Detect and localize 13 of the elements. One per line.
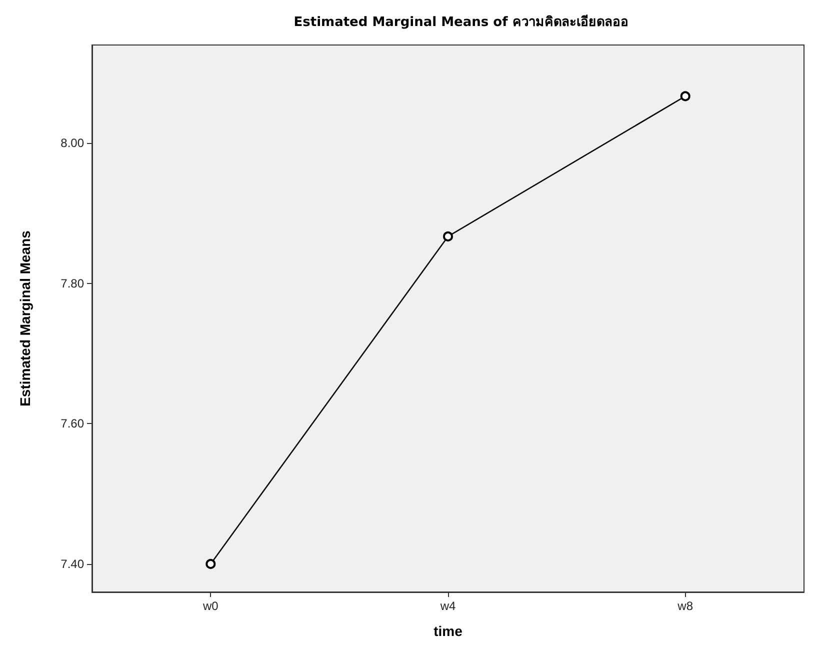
point bbox=[443, 231, 453, 242]
y-tick-label: 7.40 bbox=[60, 556, 84, 571]
y-tick-label: 8.00 bbox=[60, 136, 84, 150]
y-tick-label: 7.60 bbox=[60, 416, 84, 431]
chart-title: Estimated Marginal Means of ความคิดละเอียดลออ bbox=[294, 14, 628, 30]
x-axis-title: time bbox=[434, 623, 463, 639]
y-axis-title: Estimated Marginal Means bbox=[17, 230, 33, 406]
point bbox=[680, 91, 690, 102]
x-tick-label: w8 bbox=[676, 599, 694, 613]
x-tick-label: w0 bbox=[202, 599, 219, 613]
point bbox=[206, 558, 216, 569]
x-tick-label: w4 bbox=[439, 599, 456, 613]
y-tick-label: 7.80 bbox=[60, 276, 84, 290]
